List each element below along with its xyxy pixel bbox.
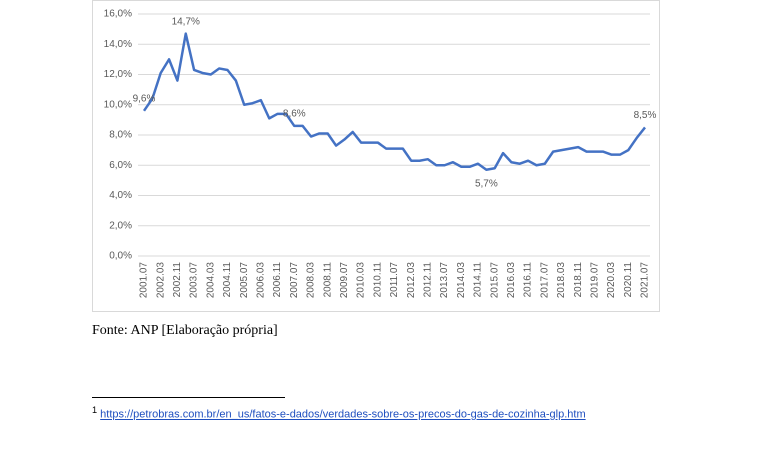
x-tick-label: 2018.03 <box>556 262 567 299</box>
x-tick-label: 2001.07 <box>139 262 150 299</box>
data-label: 5,7% <box>475 178 498 189</box>
y-tick-label: 14,0% <box>104 39 132 50</box>
x-tick-label: 2013.07 <box>439 262 450 299</box>
x-tick-label: 2002.03 <box>155 262 166 299</box>
x-tick-label: 2010.11 <box>372 262 383 298</box>
x-tick-label: 2014.11 <box>473 262 484 298</box>
y-tick-label: 4,0% <box>109 190 132 201</box>
x-tick-label: 2005.07 <box>239 262 250 299</box>
footnote-link[interactable]: https://petrobras.com.br/en_us/fatos-e-d… <box>100 408 586 421</box>
footnote-rule <box>92 397 285 398</box>
x-tick-label: 2019.07 <box>590 262 601 299</box>
x-tick-label: 2020.03 <box>606 262 617 299</box>
data-label: 8,5% <box>634 110 657 121</box>
x-tick-label: 2006.03 <box>256 262 267 299</box>
footnote-marker: 1 <box>92 405 98 415</box>
x-tick-label: 2010.03 <box>356 262 367 299</box>
x-tick-label: 2012.11 <box>423 262 434 298</box>
x-tick-label: 2008.03 <box>306 262 317 299</box>
x-tick-label: 2015.07 <box>489 262 500 299</box>
chart-frame <box>92 0 660 312</box>
y-tick-label: 8,0% <box>109 130 132 141</box>
x-tick-label: 2012.03 <box>406 262 417 299</box>
chart: 0,0% 2,0% 4,0% 6,0% 8,0% 10,0% 12,0% 14,0% 16,0%… <box>92 0 660 312</box>
x-tick-label: 2016.11 <box>523 262 534 298</box>
y-tick-label: 0,0% <box>109 251 132 262</box>
x-tick-label: 2004.11 <box>222 262 233 298</box>
data-label: 14,7% <box>172 16 200 27</box>
x-tick-label: 2002.11 <box>172 262 183 298</box>
source-note: Fonte: ANP [Elaboração própria] <box>92 323 278 338</box>
x-tick-label: 2018.11 <box>573 262 584 298</box>
y-tick-label: 2,0% <box>109 220 132 231</box>
x-tick-label: 2020.11 <box>623 262 634 298</box>
footnote: 1 https://petrobras.com.br/en_us/fatos-e… <box>92 405 586 421</box>
x-tick-label: 2017.07 <box>539 262 550 299</box>
x-tick-label: 2003.07 <box>189 262 200 299</box>
x-tick-label: 2004.03 <box>205 262 216 299</box>
x-tick-label: 2008.11 <box>322 262 333 298</box>
x-tick-label: 2016.03 <box>506 262 517 299</box>
y-tick-label: 12,0% <box>104 69 132 80</box>
y-tick-label: 16,0% <box>104 9 132 20</box>
data-label: 8,6% <box>283 109 306 120</box>
x-tick-label: 2006.11 <box>272 262 283 298</box>
y-tick-label: 6,0% <box>109 160 132 171</box>
data-line <box>142 32 646 172</box>
data-label: 9,6% <box>133 93 156 104</box>
y-tick-label: 10,0% <box>104 99 132 110</box>
x-tick-label: 2007.07 <box>289 262 300 299</box>
x-tick-label: 2011.07 <box>389 262 400 298</box>
x-tick-label: 2021.07 <box>640 262 651 299</box>
x-tick-label: 2014.03 <box>456 262 467 299</box>
x-tick-label: 2009.07 <box>339 262 350 299</box>
